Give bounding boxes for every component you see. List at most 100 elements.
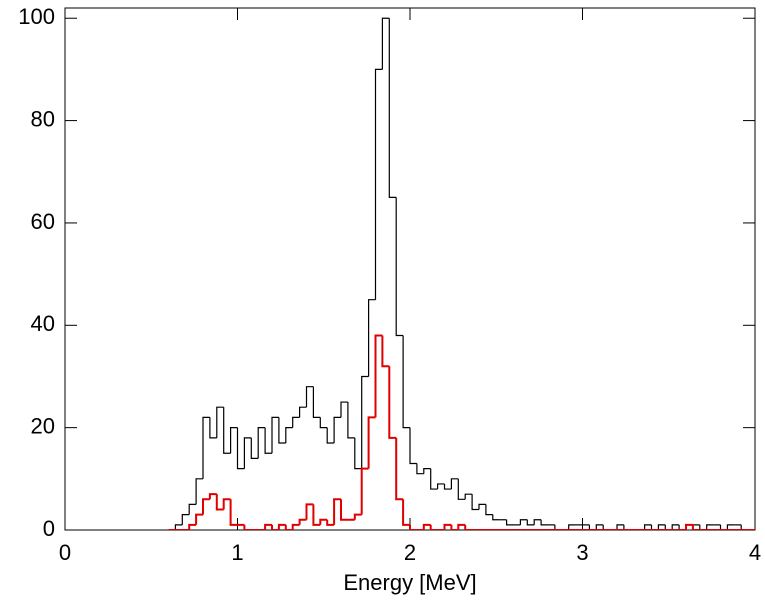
histogram-step	[299, 406, 307, 418]
histogram-step	[706, 524, 714, 530]
histogram-step	[719, 524, 728, 530]
histogram-step	[326, 427, 335, 444]
histogram-step	[464, 524, 473, 530]
histogram-step	[485, 504, 493, 516]
histogram-step	[443, 483, 452, 490]
histogram-step	[333, 416, 341, 443]
histogram-step	[271, 416, 279, 454]
histogram-step	[236, 427, 245, 470]
histogram-step	[506, 519, 514, 526]
histogram-step	[450, 478, 459, 490]
histogram-step	[526, 519, 535, 526]
y-tick-label: 100	[18, 4, 55, 29]
histogram-step	[409, 427, 417, 465]
histogram-step	[174, 524, 183, 530]
histogram-step	[367, 416, 376, 469]
histogram-step	[568, 524, 576, 530]
histogram-step	[699, 524, 707, 530]
histogram-step	[471, 494, 479, 511]
histogram-step	[416, 463, 424, 475]
histogram-step	[395, 197, 404, 337]
histogram-step	[540, 519, 548, 526]
histogram-step	[457, 478, 466, 500]
histogram-step	[671, 524, 680, 530]
histogram-step	[278, 417, 286, 444]
histogram-step	[285, 427, 293, 443]
histogram-step	[202, 498, 210, 515]
histogram-step	[388, 18, 397, 198]
histogram-step	[257, 427, 266, 459]
x-tick-label: 1	[231, 540, 243, 565]
histogram-step	[478, 503, 486, 510]
histogram-step	[374, 68, 383, 300]
histogram-step	[388, 366, 397, 439]
histogram-step	[284, 524, 293, 530]
histogram-step	[430, 468, 438, 490]
histogram-step	[195, 478, 203, 505]
histogram-step	[678, 524, 686, 530]
histogram-step	[381, 335, 390, 368]
histogram-step	[243, 524, 252, 530]
histogram-step	[402, 335, 410, 429]
histogram-step	[305, 503, 314, 520]
histogram-step	[271, 524, 279, 530]
histogram-step	[402, 499, 410, 526]
histogram-step	[616, 524, 624, 530]
histogram-step	[740, 524, 749, 530]
histogram-step	[443, 523, 452, 530]
histogram-step	[195, 513, 203, 525]
histogram-step	[533, 519, 542, 525]
histogram-step	[209, 417, 217, 439]
histogram-step	[595, 524, 604, 530]
histogram-step	[395, 437, 404, 501]
histogram-step	[291, 523, 300, 530]
histogram-step	[347, 402, 355, 439]
y-tick-label: 40	[31, 311, 55, 336]
histogram-step	[243, 437, 252, 469]
histogram-step	[381, 17, 390, 70]
histogram-step	[554, 524, 562, 530]
histogram-step	[250, 437, 259, 459]
histogram-step	[326, 519, 335, 526]
histogram-step	[292, 416, 300, 428]
histogram-step	[202, 416, 210, 479]
histogram-step	[222, 498, 231, 510]
histogram-step	[229, 499, 238, 526]
histogram-step	[305, 386, 314, 408]
histogram-step	[685, 523, 693, 530]
histogram-step	[361, 375, 369, 469]
y-tick-label: 60	[31, 209, 55, 234]
histogram-step	[353, 513, 362, 520]
histogram-step	[457, 523, 466, 530]
histogram-step	[360, 467, 369, 515]
histogram-step	[319, 518, 328, 525]
histogram-step	[519, 519, 528, 525]
histogram-step	[657, 524, 666, 530]
histogram-step	[409, 524, 417, 530]
histogram-step	[188, 523, 197, 530]
histogram-step	[230, 427, 238, 454]
histogram-step	[208, 493, 217, 500]
histogram-step	[464, 493, 473, 500]
x-tick-label: 0	[59, 540, 71, 565]
histogram-step	[312, 504, 321, 526]
y-tick-label: 20	[31, 413, 55, 438]
histogram-step	[223, 407, 231, 454]
histogram-step	[216, 406, 224, 438]
x-tick-label: 2	[404, 540, 416, 565]
histogram-step	[623, 524, 631, 530]
histogram-step	[726, 524, 735, 530]
histogram-step	[333, 498, 341, 525]
histogram-step	[319, 417, 328, 429]
histogram-step	[650, 524, 659, 530]
histogram-step	[492, 514, 500, 521]
histogram-step	[188, 503, 197, 515]
histogram-step	[340, 401, 348, 418]
histogram-step	[181, 514, 190, 525]
y-tick-label: 0	[43, 516, 55, 541]
histogram-step	[340, 499, 348, 521]
x-axis-label: Energy [MeV]	[343, 570, 476, 595]
y-tick-label: 80	[31, 106, 55, 131]
histogram-step	[264, 427, 272, 454]
